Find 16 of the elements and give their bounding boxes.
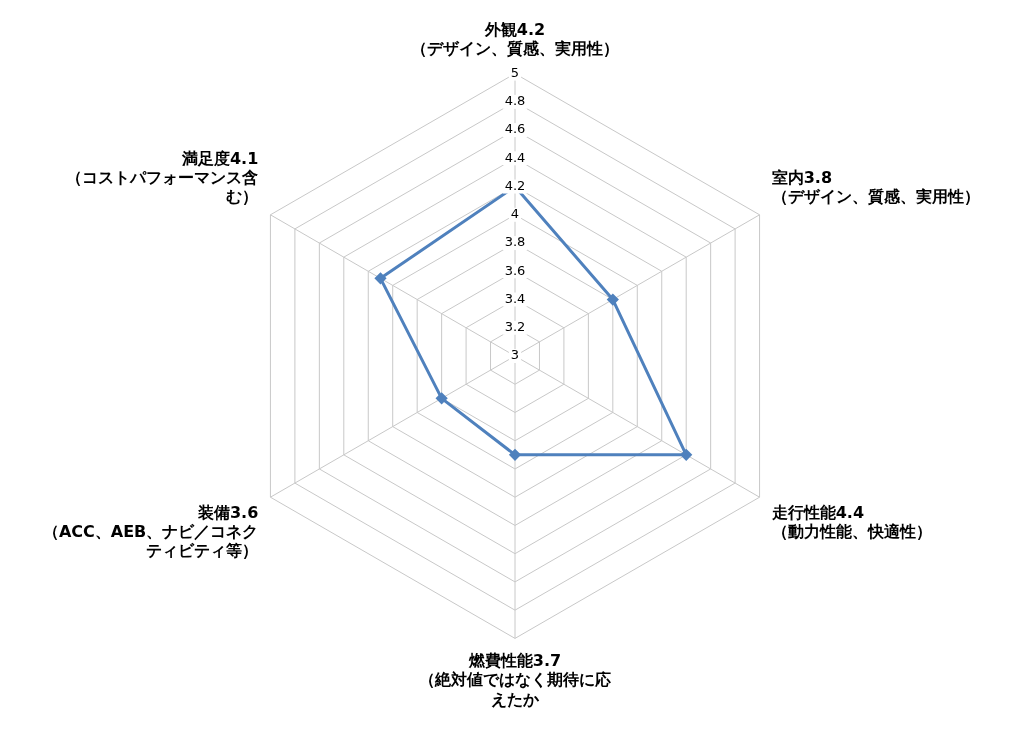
y-tick-label: 5: [510, 64, 520, 80]
spoke-label: 室内3.8 （デザイン、質感、実用性）: [771, 168, 980, 207]
y-tick-label: 4.8: [504, 93, 526, 109]
y-tick-label: 3.2: [504, 319, 526, 335]
y-tick-label: 4.4: [504, 149, 526, 165]
y-tick-label: 3.4: [504, 290, 526, 306]
y-tick-label: 4.6: [504, 121, 526, 137]
spoke-label: 走行性能4.4 （動力性能、快適性）: [770, 502, 932, 542]
spoke-label: 装備3.6 （ACC、AEB、ナビ／コネクティビティ等）: [42, 502, 259, 561]
y-tick-label: 3: [510, 347, 520, 363]
y-tick-label: 3.8: [504, 234, 526, 250]
spoke-label: 燃費性能3.7 （絶対値ではなく期待に応えたか: [419, 651, 611, 709]
spoke-label: 満足度4.1 （コストパフォーマンス含む）: [66, 148, 259, 207]
y-tick-label: 4: [510, 206, 520, 222]
spoke-label: 外観4.2 （デザイン、質感、実用性）: [411, 19, 619, 59]
y-tick-label: 3.6: [504, 262, 526, 278]
